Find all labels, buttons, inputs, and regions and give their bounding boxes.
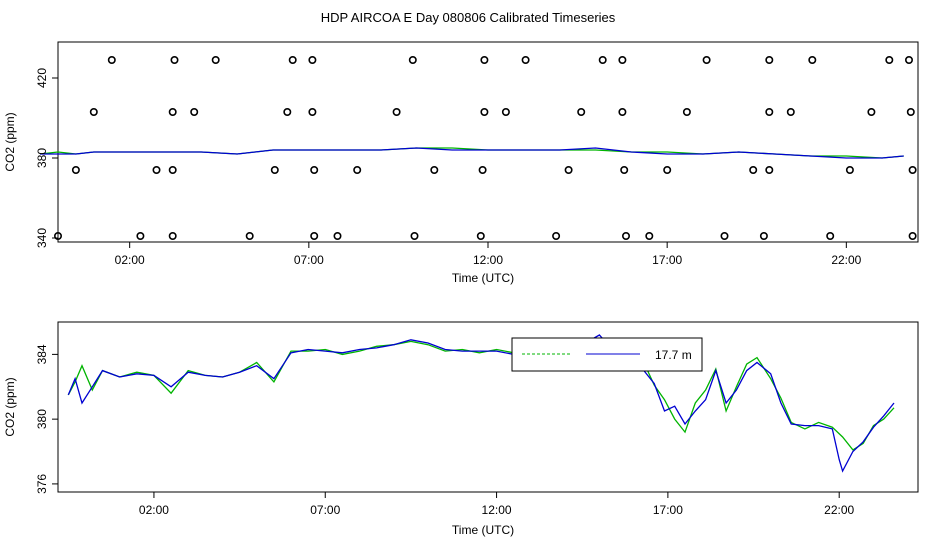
data-point <box>168 232 177 241</box>
panel-top-y-axis-label: CO2 (ppm) <box>3 112 17 171</box>
data-point <box>310 166 319 175</box>
data-point <box>190 108 199 117</box>
data-point <box>598 55 607 64</box>
data-point <box>71 166 80 175</box>
panel-bottom-chart: 02:00 07:00 12:00 17:00 22:00 376 380 384 Time… <box>3 321 919 537</box>
data-point <box>136 232 145 241</box>
panel-top-x-axis: 02:00 07:00 12:00 17:00 22:00 <box>115 242 862 267</box>
panel-top-series <box>40 147 904 159</box>
data-point <box>908 232 917 241</box>
data-point <box>621 232 630 241</box>
data-point <box>476 232 485 241</box>
y-tick-label: 380 <box>35 409 49 429</box>
x-tick-label: 07:00 <box>310 503 340 517</box>
data-point <box>480 108 489 117</box>
data-point <box>353 166 362 175</box>
panel-bottom-y-axis: 376 380 384 <box>35 344 58 494</box>
data-point <box>521 55 530 64</box>
panel-top-chart: 02:00 07:00 12:00 17:00 22:00 340 380 420 Time… <box>3 41 919 285</box>
data-point <box>168 166 177 175</box>
data-point <box>410 232 419 241</box>
data-point <box>89 108 98 117</box>
y-tick-label: 340 <box>35 228 49 248</box>
data-point <box>170 55 179 64</box>
figure-title: HDP AIRCOA E Day 080806 Calibrated Times… <box>321 10 616 25</box>
y-tick-label: 384 <box>35 344 49 364</box>
data-point <box>786 108 795 117</box>
data-point <box>867 108 876 117</box>
panel-bottom-y-axis-label: CO2 (ppm) <box>3 377 17 436</box>
data-point <box>245 232 254 241</box>
x-tick-label: 17:00 <box>653 503 683 517</box>
data-point <box>107 55 116 64</box>
data-point <box>904 55 913 64</box>
y-tick-label: 380 <box>35 148 49 168</box>
data-point <box>308 108 317 117</box>
x-tick-label: 22:00 <box>824 503 854 517</box>
data-point <box>478 166 487 175</box>
data-point <box>168 108 177 117</box>
data-point <box>663 166 672 175</box>
data-point <box>885 55 894 64</box>
data-point <box>408 55 417 64</box>
data-point <box>749 166 758 175</box>
series-line-green <box>67 337 895 451</box>
data-point <box>53 232 62 241</box>
x-tick-label: 17:00 <box>652 253 682 267</box>
data-point <box>618 108 627 117</box>
panel-bottom-series <box>67 334 895 473</box>
data-point <box>759 232 768 241</box>
y-tick-label: 420 <box>35 68 49 88</box>
panel-bottom-x-axis-label: Time (UTC) <box>452 523 514 537</box>
data-point <box>152 166 161 175</box>
data-point <box>845 166 854 175</box>
series-line-blue <box>67 334 895 473</box>
data-point <box>720 232 729 241</box>
data-point <box>392 108 401 117</box>
x-tick-label: 02:00 <box>139 503 169 517</box>
data-point <box>826 232 835 241</box>
data-point <box>618 55 627 64</box>
data-point <box>908 166 917 175</box>
data-point <box>501 108 510 117</box>
panel-bottom-x-axis: 02:00 07:00 12:00 17:00 22:00 <box>139 492 855 517</box>
data-point <box>283 108 292 117</box>
data-point <box>430 166 439 175</box>
panel-bottom-frame <box>57 321 919 493</box>
x-tick-label: 07:00 <box>294 253 324 267</box>
x-tick-label: 12:00 <box>482 503 512 517</box>
data-point <box>552 232 561 241</box>
panel-top-frame <box>57 41 919 243</box>
data-point <box>906 108 915 117</box>
data-point <box>765 166 774 175</box>
legend-text: 17.7 m <box>655 348 692 362</box>
data-point <box>308 55 317 64</box>
data-point <box>270 166 279 175</box>
x-tick-label: 22:00 <box>831 253 861 267</box>
data-point <box>288 55 297 64</box>
data-point <box>682 108 691 117</box>
data-point <box>480 55 489 64</box>
data-point <box>765 55 774 64</box>
data-point <box>310 232 319 241</box>
panel-top-y-axis: 340 380 420 <box>35 68 58 248</box>
panel-top-x-axis-label: Time (UTC) <box>452 271 514 285</box>
data-point <box>577 108 586 117</box>
panel-top-markers <box>53 55 917 241</box>
data-point <box>645 232 654 241</box>
y-tick-label: 376 <box>35 474 49 494</box>
data-point <box>765 108 774 117</box>
x-tick-label: 12:00 <box>473 253 503 267</box>
data-point <box>211 55 220 64</box>
legend: 17.7 m <box>511 337 703 372</box>
series-line-blue <box>40 147 904 159</box>
data-point <box>333 232 342 241</box>
data-point <box>808 55 817 64</box>
data-point <box>564 166 573 175</box>
data-point <box>620 166 629 175</box>
data-point <box>702 55 711 64</box>
x-tick-label: 02:00 <box>115 253 145 267</box>
